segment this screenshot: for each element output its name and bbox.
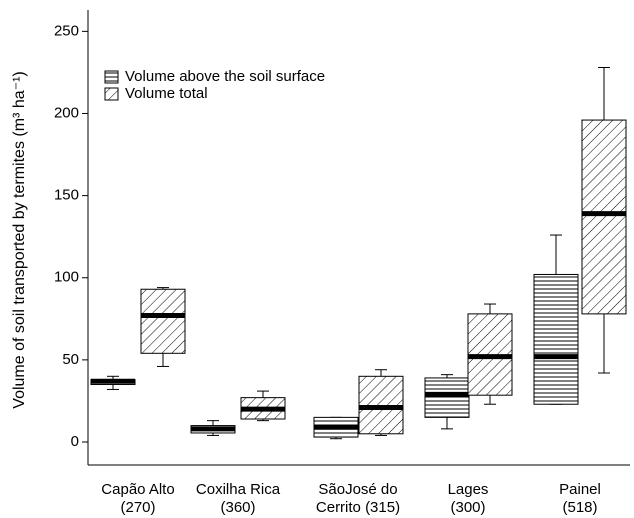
legend-label: Volume above the soil surface [125,68,325,85]
x-tick-label: Coxilha Rica [196,481,281,498]
x-tick-label: Painel [559,481,601,498]
x-tick-label: SãoJosé do [318,481,397,498]
y-tick-label: 250 [54,22,79,39]
y-tick-label: 50 [62,351,79,368]
y-tick-label: 100 [54,269,79,286]
x-tick-label: (300) [450,499,485,516]
x-tick-label: (518) [562,499,597,516]
box [140,288,186,354]
y-tick-label: 200 [54,104,79,121]
legend-swatch [104,70,119,84]
box [533,273,579,405]
legend-label: Volume total [125,85,208,102]
x-tick-label: Capão Alto [101,481,174,498]
x-tick-label: (360) [220,499,255,516]
box [424,377,470,418]
legend-swatch [104,87,119,101]
x-tick-label: Cerrito (315) [316,499,400,516]
box [581,119,627,315]
x-tick-label: Lages [448,481,489,498]
y-axis-label: Volume of soil transported by termites (… [11,71,28,408]
x-tick-label: (270) [120,499,155,516]
y-tick-label: 0 [71,433,79,450]
y-tick-label: 150 [54,187,79,204]
